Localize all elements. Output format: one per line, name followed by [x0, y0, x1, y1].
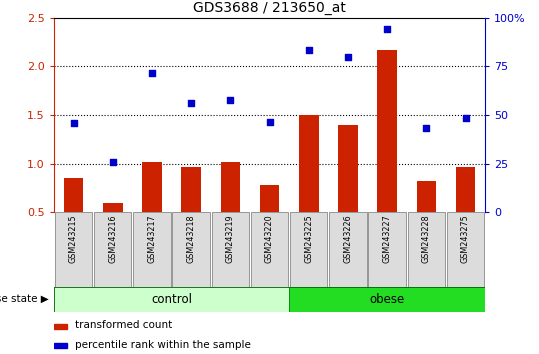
Bar [172, 212, 210, 287]
Text: GSM243219: GSM243219 [226, 215, 235, 263]
Point [343, 54, 352, 59]
Text: GSM243275: GSM243275 [461, 215, 470, 263]
Text: control: control [151, 293, 192, 306]
Bar [369, 212, 406, 287]
Text: GSM243215: GSM243215 [69, 215, 78, 263]
Point [187, 101, 196, 106]
Bar [220, 162, 240, 212]
Bar [260, 185, 279, 212]
Point [305, 47, 313, 53]
Bar [55, 212, 92, 287]
Bar [417, 181, 436, 212]
Bar [181, 167, 201, 212]
Bar [329, 212, 367, 287]
Point [226, 98, 234, 103]
Bar [212, 212, 249, 287]
Bar [377, 50, 397, 212]
Point [383, 27, 391, 32]
Point [461, 115, 470, 121]
Text: GSM243225: GSM243225 [304, 215, 313, 263]
Bar [64, 178, 84, 212]
Bar [54, 287, 289, 312]
Bar [142, 162, 162, 212]
Text: obese: obese [369, 293, 405, 306]
Point [265, 119, 274, 125]
Point [148, 70, 156, 76]
Text: percentile rank within the sample: percentile rank within the sample [75, 339, 251, 350]
Bar [103, 202, 122, 212]
Text: GSM243228: GSM243228 [422, 215, 431, 263]
Text: GSM243220: GSM243220 [265, 215, 274, 263]
Text: GSM243217: GSM243217 [147, 215, 156, 263]
Text: GSM243227: GSM243227 [383, 215, 392, 263]
Point [69, 120, 78, 126]
Bar [251, 212, 288, 287]
Text: transformed count: transformed count [75, 320, 172, 330]
Bar [54, 324, 67, 329]
Bar [455, 167, 475, 212]
Point [108, 159, 117, 165]
Title: GDS3688 / 213650_at: GDS3688 / 213650_at [193, 1, 346, 15]
Text: GSM243226: GSM243226 [343, 215, 353, 263]
Bar [54, 343, 67, 348]
Bar [94, 212, 132, 287]
Text: GSM243218: GSM243218 [186, 215, 196, 263]
Bar [290, 212, 327, 287]
Bar [133, 212, 170, 287]
Point [422, 125, 431, 131]
Text: disease state ▶: disease state ▶ [0, 294, 49, 304]
Bar [289, 287, 485, 312]
Bar [299, 115, 319, 212]
Text: GSM243216: GSM243216 [108, 215, 117, 263]
Bar [407, 212, 445, 287]
Bar [447, 212, 484, 287]
Bar [338, 125, 358, 212]
